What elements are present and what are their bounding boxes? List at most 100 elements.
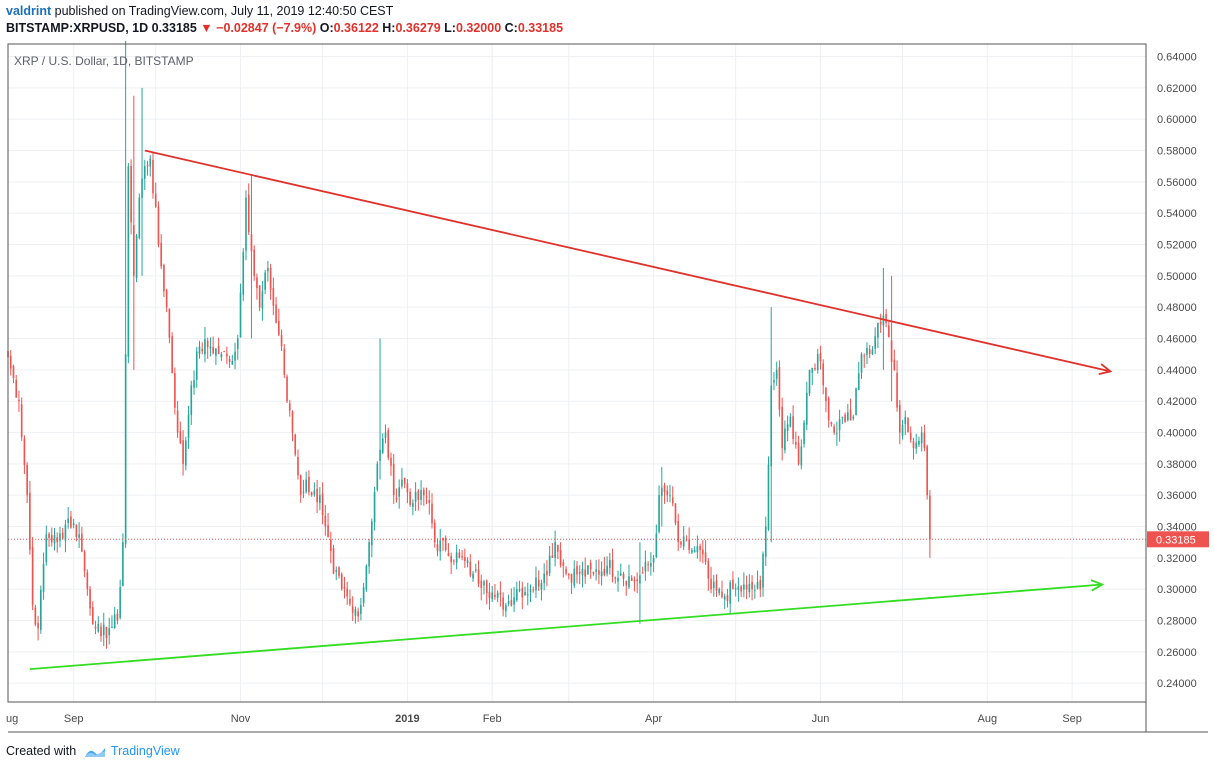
candle-body [332, 548, 335, 574]
candle-body [614, 577, 617, 579]
candle-body [510, 600, 513, 606]
symbol-line: BITSTAMP:XRPUSD, 1D 0.33185 ▼ −0.02847 (… [6, 20, 1206, 37]
candle-body [559, 550, 562, 566]
candle-body [740, 586, 742, 592]
candle-body [171, 336, 173, 374]
candle-body [805, 392, 808, 425]
y-tick-label: 0.48000 [1157, 302, 1197, 314]
candle-body [124, 354, 127, 544]
candle-body [855, 388, 857, 416]
candle-body [442, 537, 444, 541]
candle-body [398, 487, 401, 497]
candle-body [822, 363, 825, 386]
candle-body [91, 607, 94, 624]
candle-body [775, 369, 778, 379]
candle-body [34, 607, 37, 625]
y-tick-label: 0.52000 [1157, 240, 1197, 252]
candle-body [674, 503, 677, 524]
candle-body [83, 551, 86, 572]
y-tick-label: 0.60000 [1157, 114, 1197, 126]
candle-body [278, 321, 280, 335]
candle-body [433, 522, 436, 543]
candle-body [297, 456, 299, 476]
candle-body [609, 560, 611, 568]
candle-body [663, 485, 666, 493]
candle-body [425, 496, 428, 498]
candle-body [546, 570, 548, 576]
candle-body [269, 267, 272, 290]
candle-body [23, 438, 26, 465]
candle-body [146, 165, 149, 167]
resistance-arrowhead [1098, 363, 1113, 375]
candle-body [756, 582, 759, 589]
candle-body [600, 571, 603, 577]
candle-body [149, 158, 152, 167]
candle-body [45, 534, 48, 563]
candle-body [696, 546, 699, 553]
candle-body [365, 565, 368, 590]
candle-body [901, 424, 904, 436]
candle-body [406, 483, 409, 493]
candle-body [368, 542, 370, 567]
candle-body [362, 587, 365, 604]
candle-body [160, 242, 163, 267]
candle-body [308, 476, 310, 493]
candle-body [390, 457, 392, 466]
candle-body [56, 537, 59, 543]
candle-body [767, 464, 770, 530]
candle-body [912, 441, 915, 449]
y-tick-label: 0.30000 [1157, 584, 1197, 596]
close-value: 0.33185 [517, 21, 564, 35]
candle-body [283, 348, 286, 375]
candle-body [168, 308, 171, 338]
candle-body [428, 499, 431, 504]
support-trend-line [29, 583, 1103, 670]
candle-body [644, 561, 647, 572]
y-tick-label: 0.24000 [1157, 678, 1197, 690]
candle-body [513, 597, 515, 605]
candle-body [436, 544, 439, 552]
candle-body [133, 225, 135, 276]
candle-body [59, 533, 61, 541]
tradingview-brand[interactable]: TradingView [110, 744, 180, 758]
x-tick-label: ug [6, 713, 18, 725]
candle-body [636, 579, 639, 582]
candle-body [209, 346, 212, 349]
author-link[interactable]: valdrint [6, 4, 52, 18]
candle-body [852, 416, 855, 419]
candle-body [920, 432, 923, 444]
candle-body [42, 564, 45, 593]
candle-body [877, 322, 879, 338]
candle-body [693, 550, 696, 552]
candle-body [537, 579, 540, 587]
candle-body [904, 416, 907, 425]
low-value: 0.32000 [455, 21, 502, 35]
candle-body [480, 580, 483, 589]
candle-body [184, 440, 187, 466]
candle-body [551, 555, 554, 558]
candle-body [871, 349, 874, 355]
chart-header: valdrint published on TradingView.com, J… [6, 3, 1206, 37]
candle-body [464, 557, 466, 562]
candle-body [201, 348, 204, 352]
last-price-tag [1147, 531, 1209, 548]
candle-body [379, 449, 381, 461]
candle-body [409, 491, 411, 505]
candle-body [272, 288, 275, 306]
candle-body [729, 582, 732, 604]
candle-body [557, 544, 559, 552]
candle-body [141, 178, 143, 199]
candle-body [890, 340, 893, 363]
candle-body [650, 563, 652, 567]
candle-body [619, 573, 622, 576]
candle-body [857, 373, 860, 391]
candle-body [505, 604, 507, 612]
candle-body [381, 438, 384, 453]
candle-body [291, 411, 294, 433]
plot-frame [7, 43, 1147, 703]
candle-body [453, 560, 455, 562]
candle-body [458, 552, 461, 558]
symbol-name: BITSTAMP:XRPUSD, 1D [6, 21, 149, 35]
candle-body [628, 576, 630, 588]
